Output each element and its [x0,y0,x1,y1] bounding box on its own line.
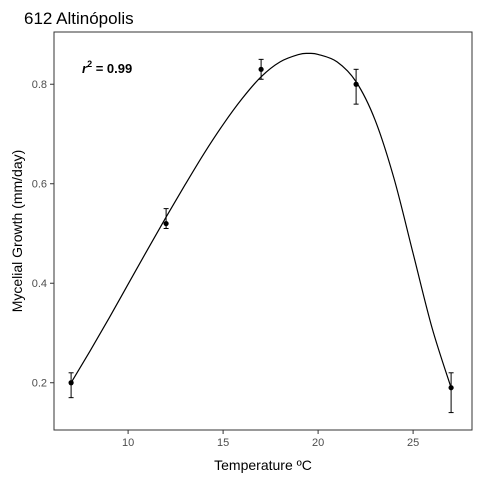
x-tick-label: 20 [312,437,324,449]
data-point [354,82,359,87]
x-axis-ticks: 10 15 20 25 [122,430,419,449]
x-tick-label: 10 [122,437,134,449]
y-tick-label: 0.4 [32,278,47,290]
x-tick-label: 25 [407,437,419,449]
y-axis-ticks: 0.2 0.4 0.6 0.8 [32,79,54,390]
data-point [69,380,74,385]
plot-panel [54,32,472,430]
chart-title: 612 Altinópolis [24,9,134,28]
y-axis-label: Mycelial Growth (mm/day) [9,150,25,313]
y-tick-label: 0.2 [32,378,47,390]
y-tick-label: 0.6 [32,179,47,191]
x-tick-label: 15 [217,437,229,449]
data-point [449,385,454,390]
y-tick-label: 0.8 [32,79,47,91]
data-point [164,221,169,226]
x-axis-label: Temperature ºC [214,457,312,473]
r-value: = 0.99 [92,61,132,76]
data-point [259,67,264,72]
